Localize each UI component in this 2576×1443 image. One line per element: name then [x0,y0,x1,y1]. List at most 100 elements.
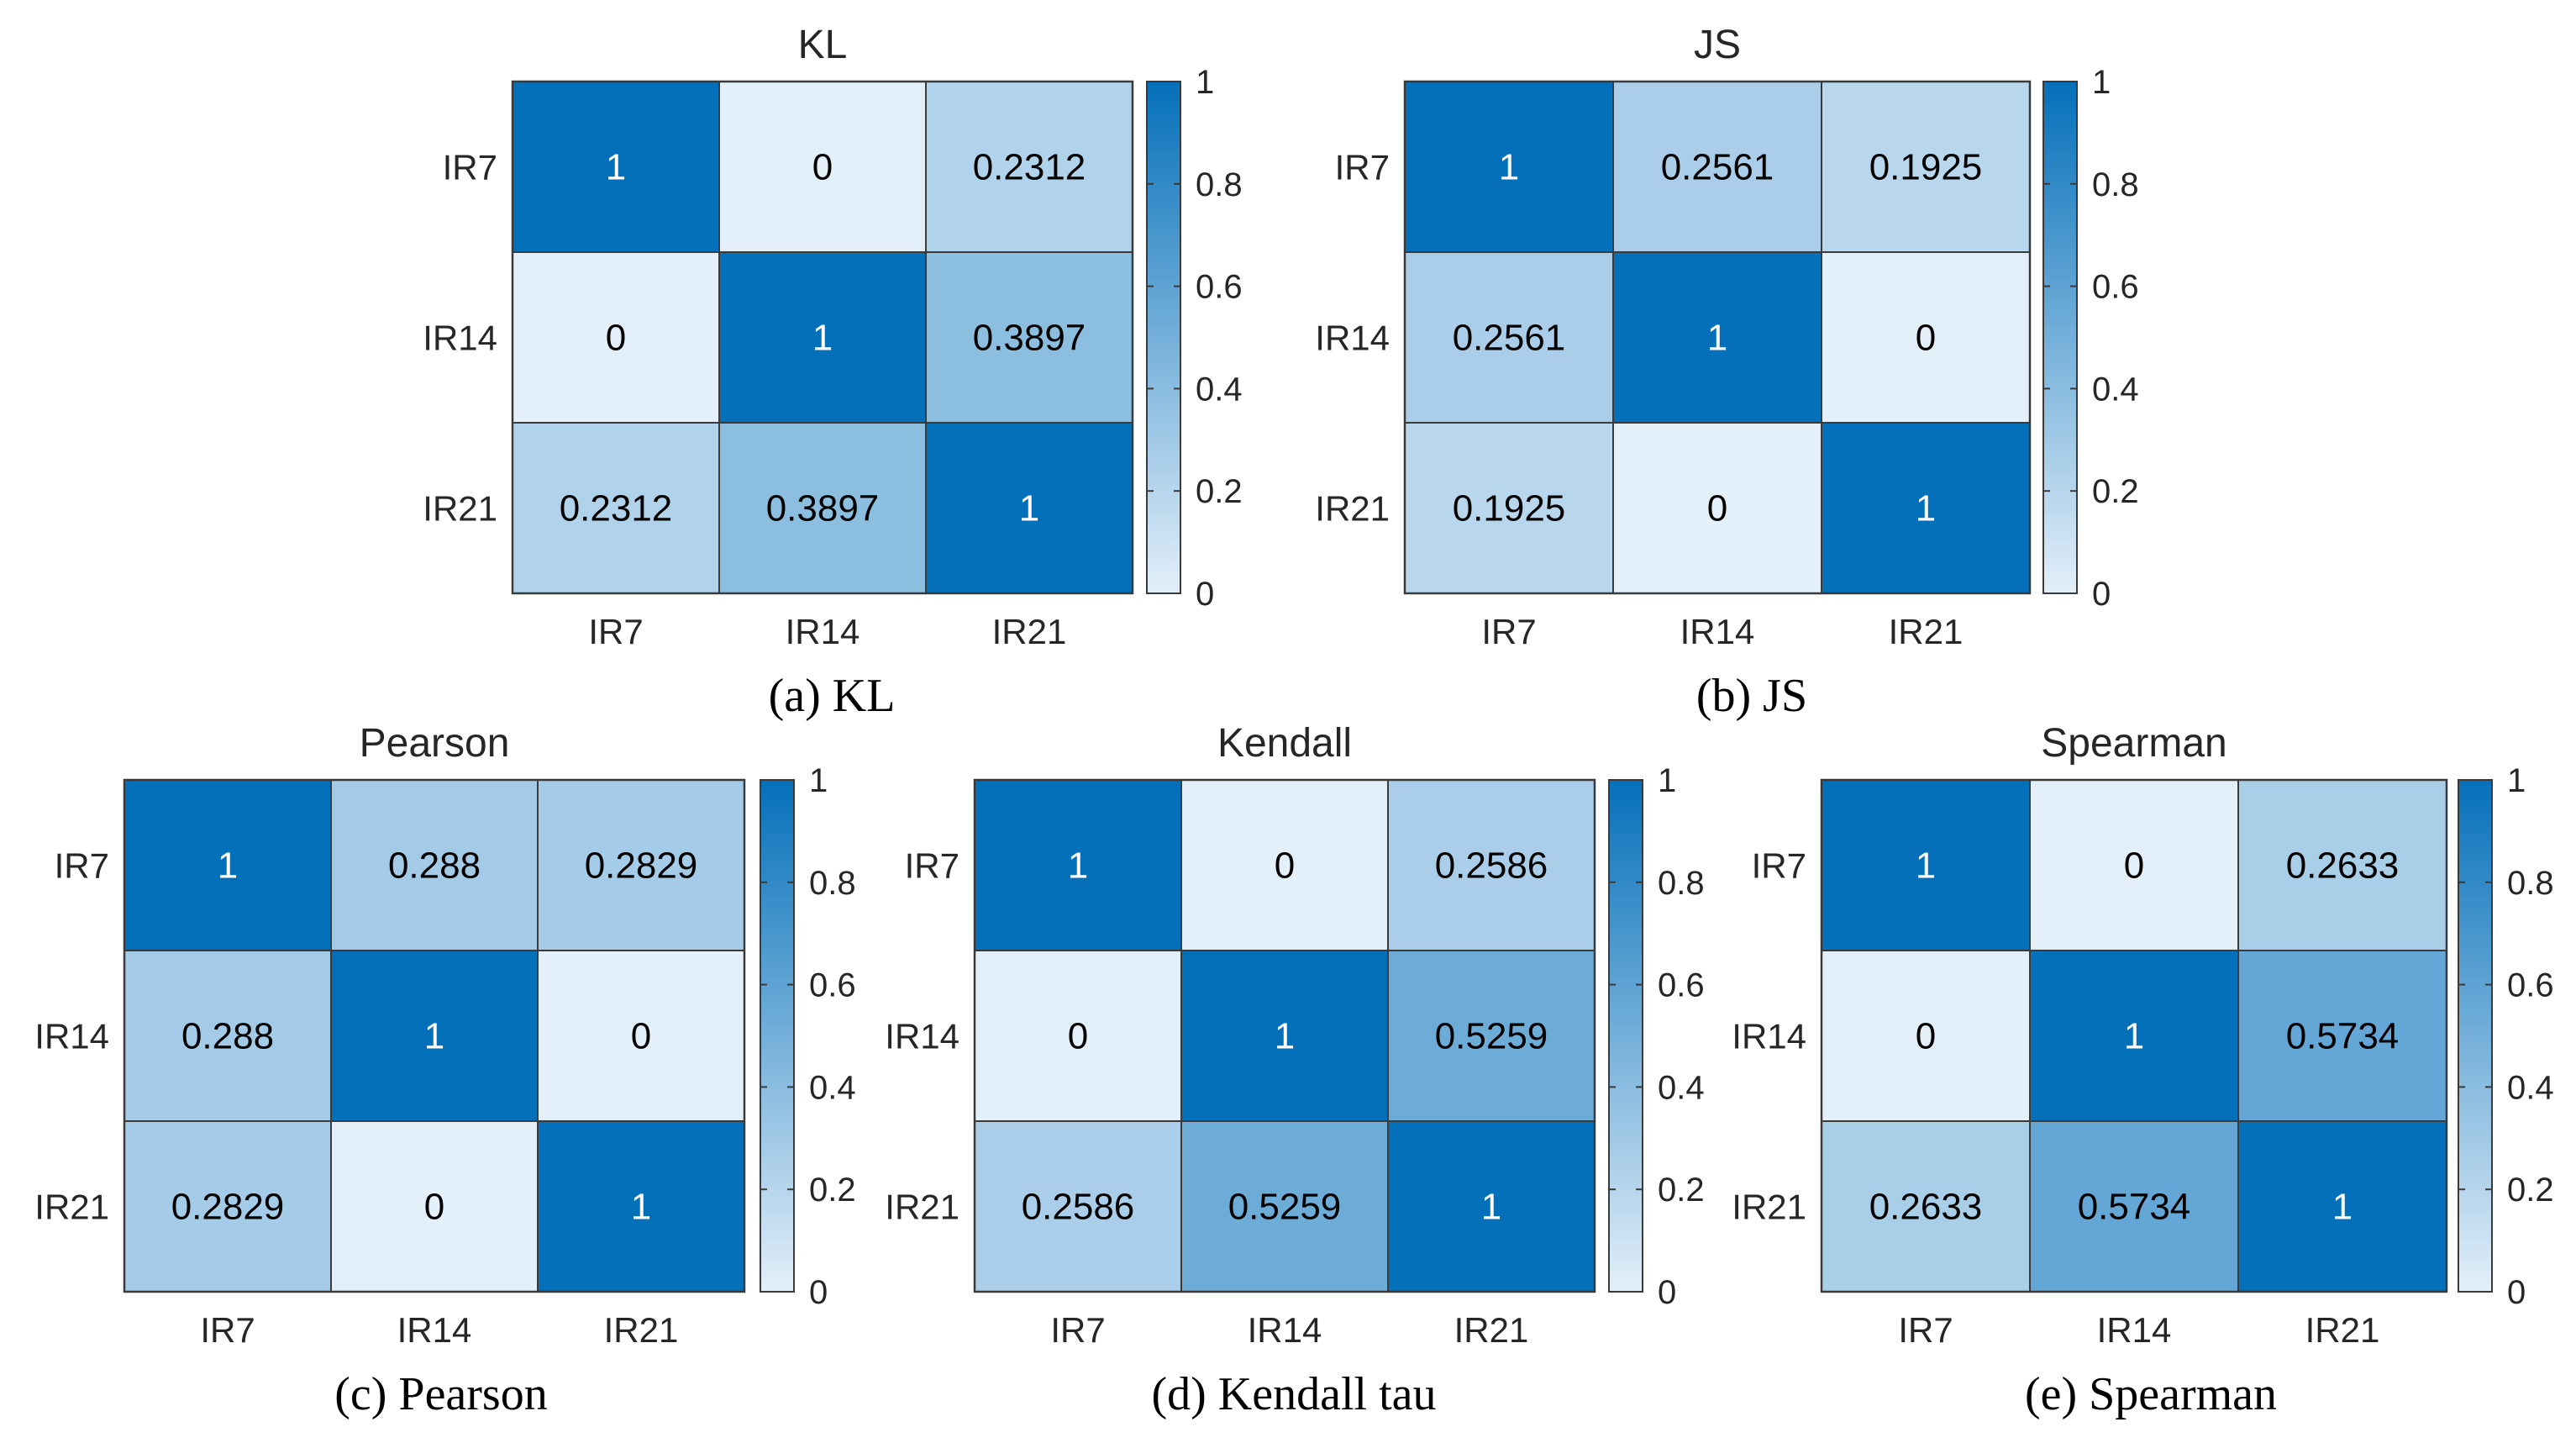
column-tick-label: IR21 [992,612,1067,651]
row-tick-label: IR14 [1732,1017,1806,1056]
row-tick-label: IR21 [885,1188,959,1227]
column-tick-label: IR7 [200,1310,255,1350]
panel-caption: (a) KL [769,670,896,722]
colorbar-tick-label: 0.6 [2507,967,2554,1004]
colorbar-tick-label: 0 [1658,1274,1676,1311]
colorbar-tick-label: 0.2 [1658,1172,1705,1209]
cell-value-label: 0.288 [181,1016,274,1057]
colorbar-tick-label: 0.4 [1196,371,1243,408]
cell-value-label: 1 [631,1187,651,1228]
heatmap-cell [1821,251,2031,424]
cell-value-label: 0.2829 [171,1187,285,1228]
cell-value-label: 0.2312 [560,488,673,529]
heatmap-cell [2237,950,2447,1122]
heatmap-cell [1404,422,1614,594]
colorbar-tick-label: 0.8 [809,865,856,902]
panel-caption: (e) Spearman [2025,1368,2277,1420]
cell-value-label: 0 [812,147,833,188]
heatmap-cell [1821,422,2031,594]
cell-value-label: 0.5734 [2078,1187,2191,1228]
cell-value-label: 0.3897 [973,318,1086,359]
colorbar-tick-label: 0 [809,1274,828,1311]
cell-value-label: 0 [631,1016,651,1057]
cell-value-label: 0 [1916,318,1936,359]
cell-value-label: 0.5259 [1228,1187,1342,1228]
cell-value-label: 0.5259 [1435,1016,1548,1057]
colorbar-tick-label: 0.6 [809,967,856,1004]
colorbar-tick-label: 0.8 [1658,865,1705,902]
cell-value-label: 0.2561 [1453,318,1566,359]
heatmap-cell [330,779,539,951]
row-tick-label: IR7 [443,148,497,187]
heatmap-cell [537,950,745,1122]
colorbar-tick-label: 1 [809,762,828,799]
cell-value-label: 1 [1068,845,1088,887]
heatmap-cell [2029,950,2239,1122]
heatmap-cell [718,422,927,594]
cell-value-label: 1 [2124,1016,2144,1057]
cell-value-label: 0.2586 [1022,1187,1135,1228]
cell-value-label: 0 [606,318,626,359]
cell-value-label: 0 [1068,1016,1088,1057]
row-tick-label: IR14 [423,319,497,358]
heatmap-cell [974,779,1182,951]
cell-value-label: 0.2633 [1869,1187,1983,1228]
heatmap-cell [1180,779,1389,951]
heatmap-cell [124,779,332,951]
cell-value-label: 0 [424,1187,444,1228]
chart-title: Pearson [360,721,510,766]
column-tick-label: IR21 [1889,612,1964,651]
heatmap-cell [2029,1120,2239,1293]
cell-value-label: 1 [424,1016,444,1057]
cell-value-label: 1 [1916,845,1936,887]
heatmap-cell [124,950,332,1122]
column-tick-label: IR21 [604,1310,679,1350]
column-tick-label: IR7 [588,612,643,651]
heatmap-frame [511,80,1134,595]
cell-value-label: 0.2561 [1661,147,1774,188]
column-tick-label: IR14 [1680,612,1755,651]
row-tick-label: IR7 [55,846,109,886]
row-tick-label: IR21 [1732,1188,1806,1227]
cell-value-label: 0.2586 [1435,845,1548,887]
colorbar-tick-label: 0.8 [1196,166,1243,203]
heatmap-cell [1612,251,1822,424]
heatmap-cell [718,251,927,424]
colorbar-tick-label: 0.4 [1658,1069,1705,1106]
colorbar-tick-label: 1 [1658,762,1676,799]
heatmap-cell [1821,1120,2031,1293]
colorbar-tick-label: 0.2 [2507,1172,2554,1209]
colorbar-tick-label: 0 [2092,576,2111,613]
heatmap-panel-pearson: Pearson 1 0.288 0.2829 0.288 1 0 0.2829 0 1 IR7 IR1… [34,721,855,1420]
column-tick-label: IR7 [1898,1310,1953,1350]
row-tick-label: IR21 [1315,489,1390,529]
heatmap-cell [925,251,1133,424]
cell-value-label: 0.5734 [2286,1016,2400,1057]
cell-value-label: 0.2633 [2286,845,2400,887]
heatmap-panel-kendall: Kendall 1 0 0.2586 0 1 0.5259 0.2586 0.5259 1 IR7 I… [885,721,1704,1420]
heatmap-frame [1820,778,2448,1293]
column-tick-label: IR14 [397,1310,472,1350]
heatmap-cell [718,81,927,253]
cell-value-label: 1 [812,318,833,359]
column-tick-label: IR7 [1481,612,1536,651]
heatmap-cell [2029,779,2239,951]
cell-value-label: 1 [1481,1187,1501,1228]
chart-title: JS [1694,23,1741,67]
heatmap-cell [537,779,745,951]
heatmap-panel-kl: KL 1 0 0.2312 0 1 0.3897 0.2312 0.3897 1 IR7 IR14 IR… [423,23,1242,722]
heatmap-cell [512,81,720,253]
heatmap-panel-js: JS 1 0.2561 0.1925 0.2561 1 0 0.1925 0 1 IR7 IR14 IR… [1315,23,2138,722]
row-tick-label: IR7 [905,846,959,886]
chart-title: KL [798,23,848,67]
heatmap-cell [2237,1120,2447,1293]
colorbar-tick-label: 0.2 [809,1172,856,1209]
colorbar-tick-label: 1 [2092,64,2111,101]
row-tick-label: IR14 [885,1017,959,1056]
row-tick-label: IR21 [423,489,497,529]
colorbar-tick-label: 0.4 [809,1069,856,1106]
heatmap-cell [1612,422,1822,594]
column-tick-label: IR21 [1454,1310,1529,1350]
panel-caption: (d) Kendall tau [1152,1368,1437,1420]
